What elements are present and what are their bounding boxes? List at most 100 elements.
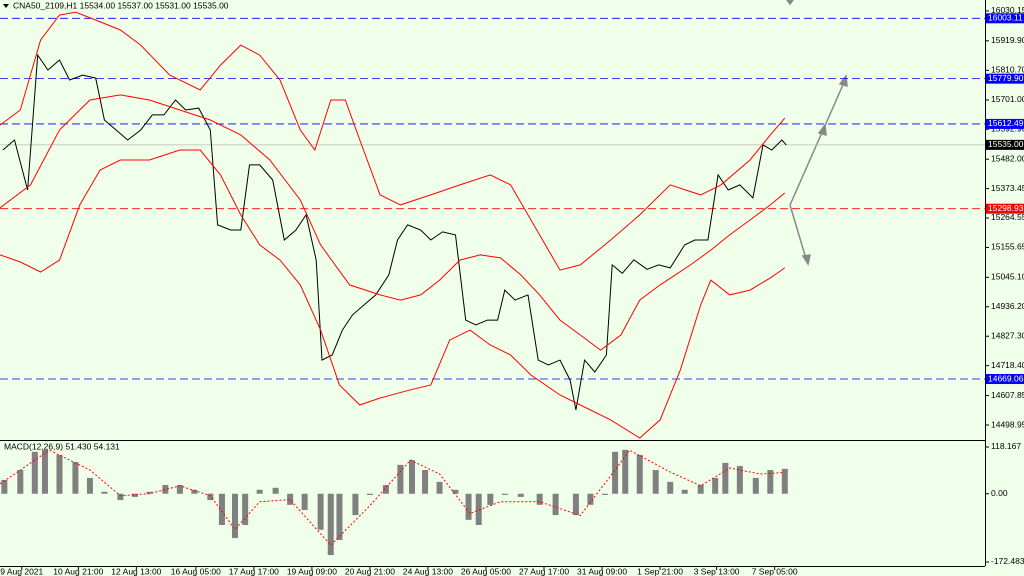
histogram-bar [736, 466, 743, 494]
y-tick-label: 15482.00 [991, 153, 1024, 163]
histogram-bar [56, 454, 63, 494]
y-tick-label: 15155.65 [991, 242, 1024, 252]
histogram-bar [382, 485, 389, 494]
histogram-bar [667, 481, 674, 494]
histogram-bar [232, 493, 239, 539]
level-label-box [986, 374, 1024, 385]
level-label-box [986, 203, 1024, 214]
x-tick-label: 31 Aug 09:00 [577, 566, 627, 576]
level-label: 14669.06 [988, 373, 1024, 383]
histogram-bar [176, 485, 183, 494]
y-tick-label: 15701.00 [991, 94, 1024, 104]
histogram-bar [256, 489, 263, 494]
histogram-bar [572, 493, 579, 516]
y-tick-label: 118.167 [991, 441, 1021, 451]
y-tick-label: -172.483 [991, 556, 1024, 566]
histogram-bar [17, 470, 24, 494]
histogram-bar [752, 477, 759, 494]
y-tick-label: 15264.55 [991, 212, 1024, 222]
y-tick-label: 15810.70 [991, 65, 1024, 75]
histogram-bar [327, 493, 334, 556]
level-label: 16003.11 [988, 13, 1023, 23]
x-tick-label: 12 Aug 13:00 [111, 566, 161, 576]
histogram-bar [652, 470, 659, 494]
x-tick-label: 24 Aug 13:00 [403, 566, 453, 576]
level-label-box [986, 118, 1024, 129]
x-tick-label: 7 Sep 05:00 [752, 566, 798, 576]
y-tick-label: 14718.40 [991, 360, 1024, 370]
y-tick-label: 14936.20 [991, 301, 1024, 311]
band-line [0, 11, 786, 271]
histogram-bar [191, 489, 198, 494]
histogram-bar [475, 493, 482, 525]
histogram-bar [146, 491, 153, 494]
y-tick-label: 16030.15 [991, 5, 1024, 15]
level-label: 15612.49 [988, 118, 1024, 128]
histogram-bar [612, 451, 619, 494]
histogram-bar [636, 454, 643, 494]
histogram-bar [117, 493, 124, 501]
indicator-title: MACD(12,26,9) 51.430 54.131 [4, 441, 120, 451]
y-tick-label: 14498.95 [991, 419, 1024, 429]
y-tick-label: 14827.30 [991, 330, 1024, 340]
x-tick-label: 27 Aug 17:00 [519, 566, 569, 576]
x-tick-label: 20 Aug 21:00 [345, 566, 395, 576]
histogram-bar [336, 493, 343, 541]
histogram-bar [272, 487, 279, 494]
forecast-arrows [786, 0, 848, 266]
chart-title: CNA50_2109,H1 15534.00 15537.00 15531.00… [13, 0, 229, 10]
histogram-bar [1, 479, 8, 494]
y-tick-label: 14607.85 [991, 390, 1024, 400]
histogram-bar [517, 493, 524, 497]
histogram-bar [408, 460, 415, 494]
histogram-bar [465, 493, 472, 520]
histogram-bar [552, 493, 559, 516]
x-tick-label: 26 Aug 05:00 [461, 566, 511, 576]
histogram-bar [41, 449, 48, 494]
x-tick-label: 3 Sep 13:00 [694, 566, 740, 576]
x-tick-label: 1 Sep 21:00 [637, 566, 683, 576]
level-label: 15298.93 [988, 203, 1024, 213]
current-price-box [986, 139, 1024, 150]
x-tick-label: 17 Aug 17:00 [229, 566, 279, 576]
histogram-bar [436, 481, 443, 494]
histogram-bar [601, 493, 608, 495]
histogram-bar [207, 493, 214, 501]
histogram-bar [366, 493, 373, 495]
x-tick-label: 16 Aug 05:00 [171, 566, 221, 576]
histogram-bar [31, 451, 38, 494]
histogram-bar [317, 493, 324, 530]
histogram-bar [72, 462, 79, 494]
histogram-bar [697, 485, 704, 494]
histogram-bar [101, 491, 108, 494]
y-tick-label: 15919.90 [991, 35, 1024, 45]
histogram-bar [722, 462, 729, 494]
y-tick-label: 15373.45 [991, 183, 1024, 193]
histogram-bar [767, 470, 774, 494]
level-label: 15779.90 [988, 73, 1024, 83]
x-tick-label: 10 Aug 21:00 [53, 566, 103, 576]
price-line [2, 53, 787, 410]
histogram-bar [781, 468, 788, 494]
histogram-bar [587, 493, 594, 505]
x-tick-label: 9 Aug 2021 [0, 566, 43, 576]
histogram-bar [681, 489, 688, 494]
band-line [0, 149, 786, 439]
level-label-box [986, 13, 1024, 24]
histogram-bar [452, 489, 459, 494]
x-tick-label: 19 Aug 09:00 [287, 566, 337, 576]
current-price-label: 15535.00 [988, 139, 1024, 149]
histogram-bar [352, 493, 359, 516]
band-line [0, 94, 786, 351]
histogram-bar [218, 493, 225, 525]
histogram-bar [287, 493, 294, 505]
y-tick-label: 15045.10 [991, 272, 1024, 282]
histogram-bar [162, 485, 169, 494]
histogram-bar [422, 470, 429, 494]
histogram-bar [712, 477, 719, 494]
histogram-bar [487, 493, 494, 505]
histogram-bar [501, 493, 508, 495]
signal-line [0, 449, 785, 546]
histogram-bar [622, 449, 629, 494]
